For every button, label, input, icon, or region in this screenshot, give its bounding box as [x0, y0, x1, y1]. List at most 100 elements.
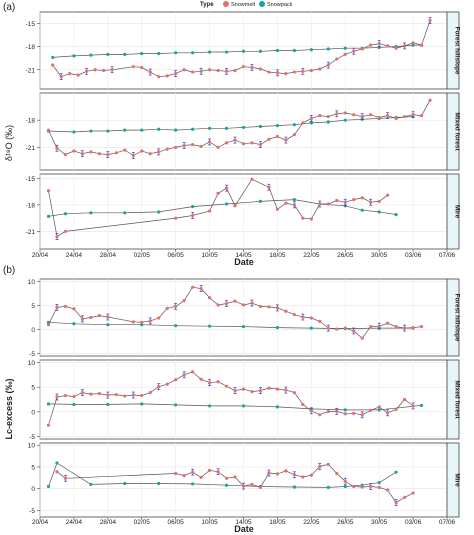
data-point-snowmelt [241, 142, 246, 146]
series-line-snowpack [48, 403, 422, 411]
data-point-snowpack [241, 49, 246, 53]
facet-strip [446, 173, 460, 250]
data-point-snowpack [123, 52, 127, 56]
data-point-snowmelt [131, 65, 135, 69]
x-tick-label: 07/06 [439, 252, 456, 259]
data-point-snowpack [123, 211, 127, 215]
data-point-snowmelt [267, 386, 271, 390]
data-point-snowmelt [267, 305, 271, 309]
data-point-snowmelt [140, 393, 144, 398]
facet-strip [446, 11, 460, 90]
data-point-snowmelt [335, 327, 339, 331]
data-point-snowpack [224, 50, 229, 54]
data-point-snowmelt [292, 203, 296, 207]
data-point-snowmelt [335, 57, 339, 61]
data-point-snowpack [309, 326, 313, 330]
data-point-snowmelt [123, 394, 127, 398]
panel-label-a: (a) [3, 2, 15, 13]
data-point-snowmelt [55, 395, 59, 399]
data-point-snowmelt [275, 71, 280, 75]
data-point-snowmelt [241, 484, 246, 488]
data-point-snowmelt [241, 65, 246, 69]
data-point-snowmelt [309, 116, 313, 120]
data-point-snowpack [377, 408, 381, 412]
data-point-snowpack [157, 481, 161, 486]
data-point-snowmelt [207, 140, 212, 144]
data-point-snowmelt [106, 315, 110, 319]
y-tick-label: -5 [29, 508, 35, 515]
y-axis-label-a: δ¹⁸O (‰) [4, 125, 14, 161]
data-point-snowpack [343, 118, 347, 122]
data-point-snowmelt [411, 491, 415, 495]
data-point-snowmelt [267, 185, 271, 189]
data-point-snowpack [157, 210, 161, 214]
y-tick-label: 10 [28, 279, 36, 286]
data-point-snowmelt [369, 113, 373, 117]
data-point-snowmelt [267, 70, 271, 74]
data-point-snowpack [326, 485, 330, 489]
facet-1-0: 10 5 0 -5 Forest hillslope [28, 278, 460, 358]
data-point-snowmelt [309, 409, 313, 413]
data-point-snowmelt [386, 321, 390, 325]
data-point-snowmelt [72, 394, 76, 399]
data-point-snowmelt [233, 475, 237, 479]
facet-strip-label: Forest hillslope [453, 26, 460, 74]
data-point-snowmelt [191, 70, 195, 74]
data-point-snowmelt [46, 128, 51, 132]
data-point-snowmelt [165, 306, 169, 310]
y-tick-label: -21 [26, 229, 36, 236]
data-point-snowpack [123, 481, 127, 486]
data-point-snowmelt [419, 114, 424, 118]
data-point-snowmelt [250, 177, 254, 181]
x-tick-label: 24/04 [66, 519, 83, 526]
data-point-snowmelt [284, 309, 288, 313]
data-point-snowpack [72, 322, 76, 326]
data-point-snowmelt [369, 43, 373, 47]
data-point-snowmelt [89, 315, 93, 320]
data-point-snowpack [89, 211, 93, 215]
data-point-snowmelt [97, 391, 101, 396]
data-point-snowmelt [174, 145, 178, 149]
data-point-snowmelt [394, 501, 398, 505]
data-point-snowmelt [93, 68, 97, 72]
x-tick-label: 14/05 [235, 252, 252, 259]
data-point-snowpack [123, 128, 127, 132]
data-point-snowmelt [309, 68, 313, 73]
data-point-snowpack [275, 124, 280, 128]
facet-strip-label: Mixed forest [453, 112, 460, 151]
data-point-snowmelt [55, 146, 59, 150]
data-point-snowpack [292, 485, 296, 489]
data-point-snowmelt [394, 407, 398, 411]
data-point-snowmelt [224, 141, 229, 145]
data-point-snowmelt [352, 411, 356, 415]
facet-strip-label: Mire [453, 473, 460, 487]
data-point-snowmelt [335, 409, 339, 413]
data-point-snowmelt [343, 479, 347, 483]
y-tick-label: -21 [26, 145, 36, 152]
x-axis-label-a: Date [234, 257, 254, 267]
data-point-snowpack [140, 402, 144, 406]
data-point-snowmelt [207, 209, 212, 213]
data-point-snowmelt [140, 149, 144, 153]
data-point-snowmelt [233, 204, 237, 208]
data-point-snowmelt [63, 229, 68, 233]
y-tick-label: 0 [31, 327, 35, 334]
data-point-snowpack [55, 461, 59, 465]
data-point-snowmelt [182, 373, 186, 377]
facet-strip [446, 442, 460, 518]
x-tick-label: 22/05 [303, 519, 320, 526]
data-point-snowpack [157, 127, 161, 131]
data-point-snowmelt [258, 304, 263, 309]
data-point-snowpack [258, 124, 263, 129]
legend-swatch-snowmelt [223, 1, 229, 7]
data-point-snowpack [89, 53, 93, 57]
x-tick-label: 30/05 [371, 519, 388, 526]
data-point-snowpack [241, 125, 246, 130]
data-point-snowmelt [318, 319, 322, 323]
data-point-snowmelt [97, 313, 101, 318]
data-point-snowpack [174, 128, 178, 132]
data-point-snowmelt [97, 152, 101, 156]
data-point-snowmelt [377, 405, 381, 409]
data-point-snowmelt [55, 305, 59, 309]
